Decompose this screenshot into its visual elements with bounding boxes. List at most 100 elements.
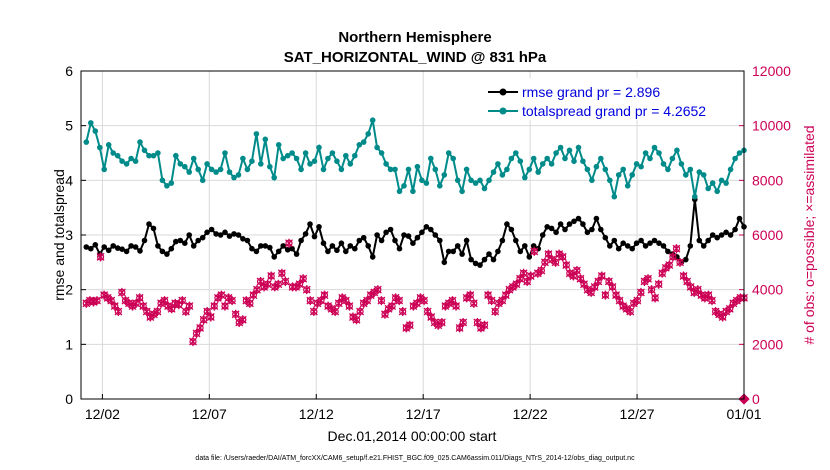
rmse-point [522, 243, 528, 249]
totalspread-point [495, 161, 501, 167]
totalspread-point [459, 188, 465, 195]
obs-assimilated-marker [708, 296, 716, 306]
rmse-point [647, 240, 653, 246]
rmse-point [114, 245, 121, 251]
rmse-point [401, 232, 407, 238]
rmse-point [249, 245, 255, 252]
obs-assimilated-marker [274, 279, 283, 289]
obs-assimilated-marker [487, 296, 496, 306]
obs-count-point [231, 309, 240, 319]
rmse-point [302, 231, 309, 237]
y-tick-label: 1 [65, 336, 73, 352]
totalspread-point [226, 169, 233, 175]
x-tick-label: 12/27 [620, 406, 655, 422]
totalspread-point [132, 158, 139, 164]
totalspread-point [450, 155, 457, 162]
obs-count-point [537, 266, 546, 276]
obs-count-point [480, 320, 489, 330]
obs-assimilated-marker [558, 252, 567, 262]
obs-count-point [498, 296, 507, 306]
totalspread-point [267, 163, 273, 170]
rmse-point [208, 226, 215, 233]
rmse-point [186, 232, 192, 238]
rmse-point [468, 256, 474, 263]
rmse-point [593, 215, 600, 222]
obs-assimilated-marker [668, 252, 677, 262]
totalspread-point [231, 174, 237, 181]
totalspread-point [620, 166, 626, 173]
totalspread-point [284, 152, 291, 159]
obs-count-point [210, 301, 219, 311]
rmse-point [477, 262, 483, 268]
totalspread-point [320, 166, 327, 173]
rmse-point [598, 226, 604, 233]
x-tick-label: 12/22 [513, 406, 548, 422]
obs-count-point [331, 307, 340, 317]
legend-rmse-label: rmse grand pr = 2.896 [522, 84, 660, 100]
totalspread-series-line [85, 119, 745, 197]
obs-count-point [135, 293, 144, 303]
obs-count-point [142, 307, 151, 317]
totalspread-point [168, 180, 175, 186]
obs-count-point [274, 279, 283, 289]
obs-count-point [253, 285, 261, 295]
obs-count-point [299, 274, 308, 284]
obs-count-point [452, 301, 461, 311]
totalspread-point [714, 188, 720, 195]
rmse-point [611, 237, 618, 244]
totalspread-point [405, 166, 412, 173]
totalspread-point [141, 147, 148, 154]
rmse-point [642, 243, 649, 249]
obs-count-point [377, 296, 386, 306]
obs-count-point [427, 312, 436, 322]
rmse-point [258, 243, 264, 249]
rmse-point [155, 243, 161, 249]
totalspread-point [481, 185, 488, 192]
rmse-point [329, 243, 336, 249]
totalspread-point [271, 174, 278, 181]
rmse-point [222, 229, 228, 236]
totalspread-point [137, 139, 143, 145]
rmse-point [289, 245, 295, 252]
rmse-point [244, 237, 251, 244]
rmse-point [105, 247, 112, 254]
totalspread-point [526, 166, 533, 173]
chart-subtitle: SAT_HORIZONTAL_WIND @ 831 hPa [284, 49, 547, 66]
obs-count-point [398, 307, 407, 317]
rmse-point [262, 243, 269, 249]
totalspread-point [110, 150, 116, 156]
obs-count-point [285, 238, 293, 248]
rmse-point [173, 238, 179, 245]
totalspread-point [146, 152, 152, 159]
obs-assimilated-marker [221, 301, 229, 311]
totalspread-point [683, 172, 689, 178]
rmse-point [83, 244, 90, 250]
obs-count-point [206, 312, 215, 322]
rmse-point [607, 243, 613, 249]
rmse-point [441, 259, 448, 266]
totalspread-point [468, 177, 474, 184]
totalspread-point [611, 193, 618, 200]
rmse-point [548, 225, 555, 232]
obs-count-point [466, 290, 475, 300]
obs-count-point [676, 257, 684, 267]
rmse-point [213, 231, 219, 237]
obs-count-point [487, 296, 496, 306]
obs-count-point [469, 298, 478, 308]
obs-count-point [526, 271, 535, 281]
obs-count-point [238, 315, 247, 325]
totalspread-point [253, 131, 260, 137]
obs-count-point [626, 307, 635, 317]
rmse-point [240, 236, 246, 242]
totalspread-point [325, 155, 331, 162]
obs-assimilated-marker [377, 296, 386, 306]
x-tick-label: 12/12 [299, 406, 334, 422]
obs-assimilated-marker [491, 307, 500, 317]
obs-assimilated-marker [320, 290, 329, 300]
totalspread-point [235, 172, 242, 178]
rmse-point [459, 251, 465, 257]
obs-count-point [405, 320, 414, 330]
obs-count-point [189, 337, 197, 347]
obs-assimilated-marker [189, 337, 197, 347]
obs-count-point [277, 268, 286, 278]
